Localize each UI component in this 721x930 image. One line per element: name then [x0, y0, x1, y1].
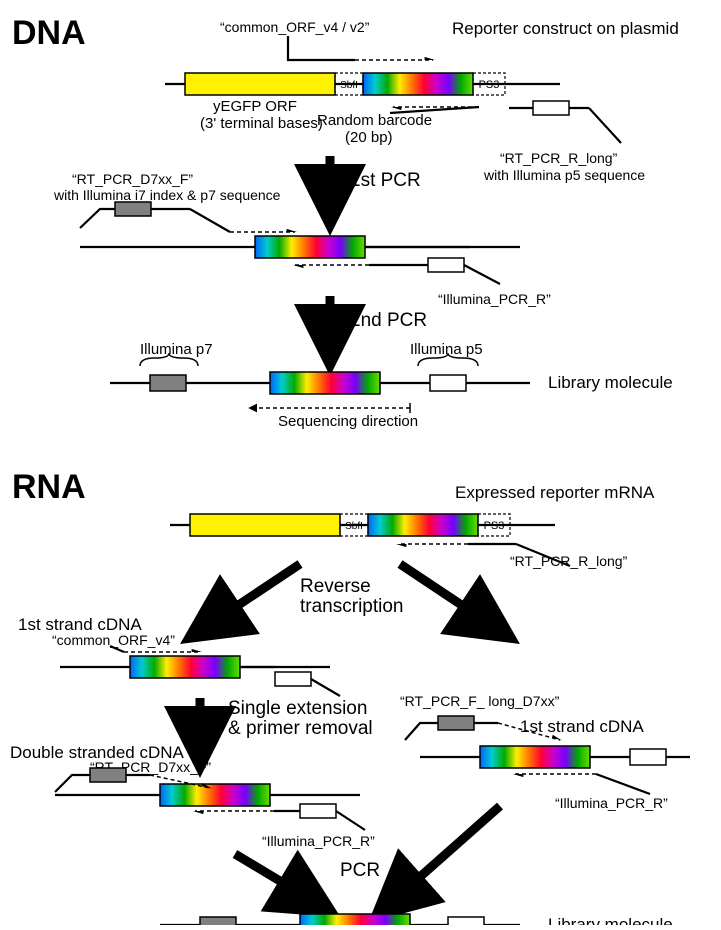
svg-text:transcription: transcription [300, 596, 404, 617]
svg-text:Single extension: Single extension [228, 698, 367, 719]
svg-text:Library molecule: Library molecule [548, 915, 673, 925]
svg-text:1st PCR: 1st PCR [350, 170, 421, 191]
svg-text:“RT_PCR_D7xx_F”: “RT_PCR_D7xx_F” [72, 171, 193, 187]
svg-text:yEGFP ORF: yEGFP ORF [213, 98, 297, 115]
svg-text:SbfI: SbfI [345, 521, 363, 532]
svg-text:Sequencing direction: Sequencing direction [278, 413, 418, 430]
svg-text:“RT_PCR_R_long”: “RT_PCR_R_long” [500, 150, 618, 166]
svg-text:Illumina p7: Illumina p7 [140, 341, 213, 358]
svg-text:PCR: PCR [340, 860, 380, 881]
svg-text:Random barcode: Random barcode [317, 112, 432, 129]
svg-text:Reverse: Reverse [300, 576, 371, 597]
svg-text:“Illumina_PCR_R”: “Illumina_PCR_R” [438, 291, 551, 307]
svg-text:SbfI: SbfI [340, 80, 358, 91]
svg-text:Illumina p5: Illumina p5 [410, 341, 483, 358]
diagram-svg: DNA SbfI PS3 “common_ORF_v4 / v2” Reporter c… [0, 0, 721, 925]
svg-text:“Illumina_PCR_R”: “Illumina_PCR_R” [262, 833, 375, 849]
svg-text:“common_ORF_v4”: “common_ORF_v4” [52, 632, 175, 648]
svg-text:Expressed reporter mRNA: Expressed reporter mRNA [455, 483, 655, 502]
svg-text:RNA: RNA [12, 468, 86, 506]
svg-text:with Illumina i7 index & p7 se: with Illumina i7 index & p7 sequence [53, 187, 281, 203]
svg-text:2nd PCR: 2nd PCR [350, 310, 427, 331]
svg-text:DNA: DNA [12, 14, 86, 52]
svg-text:Reporter construct on plasmid: Reporter construct on plasmid [452, 19, 679, 38]
svg-text:with Illumina p5 sequence: with Illumina p5 sequence [483, 167, 645, 183]
svg-text:1st strand cDNA: 1st strand cDNA [520, 717, 644, 736]
svg-text:“RT_PCR_F_ long_D7xx”: “RT_PCR_F_ long_D7xx” [400, 693, 560, 709]
svg-text:“RT_PCR_R_long”: “RT_PCR_R_long” [510, 553, 628, 569]
svg-text:Library molecule: Library molecule [548, 373, 673, 392]
svg-text:“common_ORF_v4 / v2”: “common_ORF_v4 / v2” [220, 19, 370, 35]
svg-text:(20 bp): (20 bp) [345, 129, 393, 146]
svg-text:“Illumina_PCR_R”: “Illumina_PCR_R” [555, 795, 668, 811]
svg-text:PS3: PS3 [484, 520, 505, 532]
svg-text:PS3: PS3 [479, 79, 500, 91]
svg-text:& primer removal: & primer removal [228, 718, 373, 739]
svg-text:(3' terminal bases): (3' terminal bases) [200, 115, 323, 132]
